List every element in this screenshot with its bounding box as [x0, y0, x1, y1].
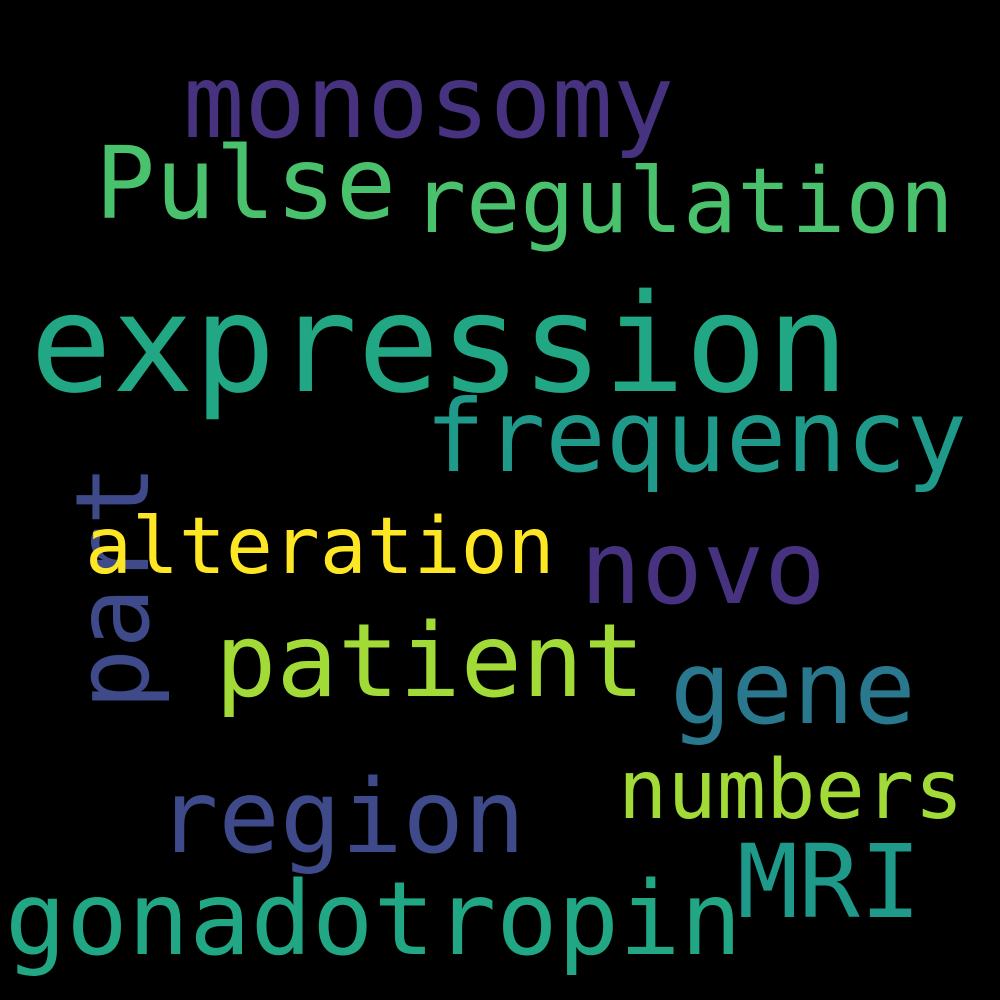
- word-patient: patient: [215, 602, 645, 721]
- word-frequency: frequency: [425, 378, 967, 495]
- word-mri: MRI: [737, 823, 922, 942]
- word-gene: gene: [670, 629, 916, 748]
- word-numbers: numbers: [618, 743, 964, 838]
- word-expression: expression: [30, 266, 849, 424]
- word-region: region: [157, 758, 526, 877]
- word-alteration: alteration: [85, 502, 555, 592]
- word-regulation: regulation: [412, 149, 954, 254]
- word-monosomy: monosomy: [183, 43, 675, 162]
- word-novo: novo: [580, 509, 826, 628]
- word-gonadotropin: gonadotropin: [5, 860, 742, 979]
- word-pulse: Pulse: [95, 125, 397, 242]
